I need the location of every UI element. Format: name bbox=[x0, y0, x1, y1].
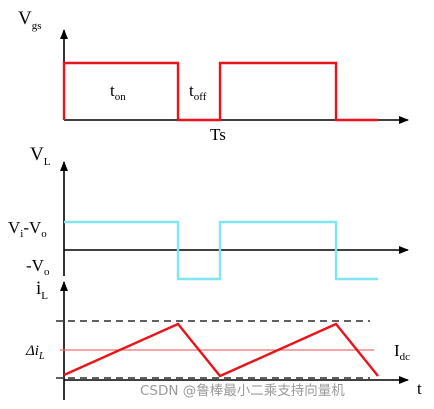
gate-voltage-panel: Vgs ton toff Ts bbox=[18, 8, 409, 144]
ripple-label: ΔiL bbox=[25, 343, 45, 362]
minus-vo-label: -Vo bbox=[26, 256, 50, 278]
voltage-y-label: VL bbox=[30, 144, 51, 168]
inductor-voltage-waveform bbox=[64, 220, 378, 281]
dc-current-label: Idc bbox=[394, 341, 410, 363]
inductor-current-panel: iL ΔiL Idc t bbox=[25, 278, 422, 400]
watermark-text: CSDN @鲁棒最小二乘支持向量机 bbox=[140, 383, 345, 399]
inductor-voltage-panel: VL Vi-Vo -Vo bbox=[8, 144, 409, 281]
period-label: Ts bbox=[210, 125, 226, 144]
gate-y-label: Vgs bbox=[18, 8, 42, 32]
ton-label: ton bbox=[110, 81, 126, 103]
gate-pulse-waveform bbox=[62, 61, 378, 122]
current-y-label: iL bbox=[36, 278, 48, 302]
time-axis-label: t bbox=[417, 379, 422, 398]
vi-minus-vo-label: Vi-Vo bbox=[8, 218, 47, 240]
inductor-current-waveform bbox=[63, 322, 379, 378]
toff-label: toff bbox=[189, 81, 207, 103]
